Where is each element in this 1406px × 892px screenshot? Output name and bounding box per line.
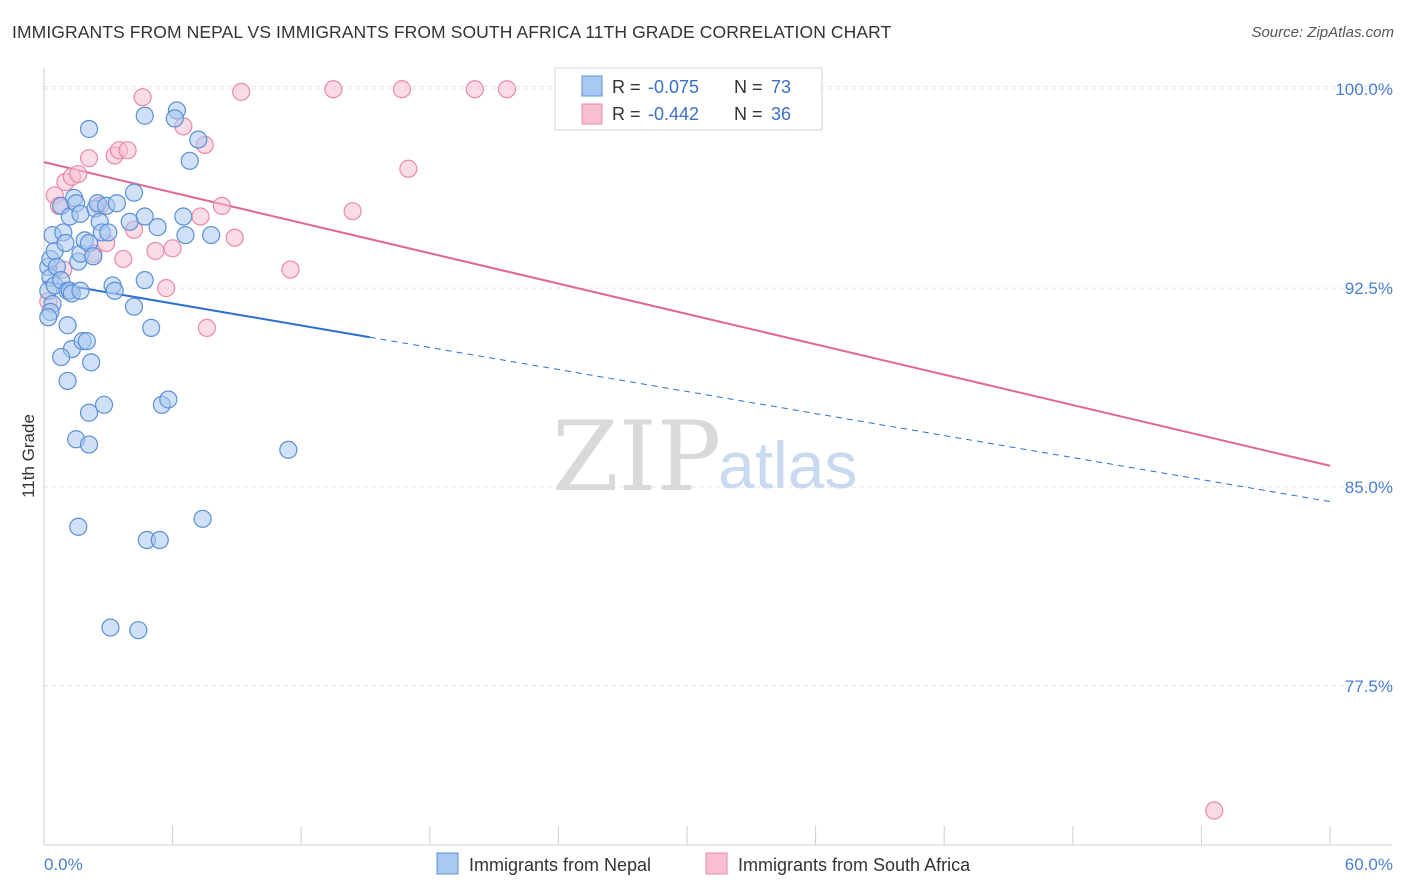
point-nepal <box>58 371 77 391</box>
point-nepal <box>176 225 195 245</box>
y-tick-label: 100.0% <box>1335 80 1393 99</box>
point-south-africa <box>118 141 137 160</box>
y-tick-label: 85.0% <box>1345 478 1393 497</box>
trendlines <box>43 161 1331 503</box>
trendline-south-africa <box>43 161 1331 467</box>
watermark-atlas: atlas <box>718 428 857 502</box>
point-nepal <box>135 271 154 290</box>
point-south-africa <box>232 82 251 101</box>
point-nepal <box>150 530 169 550</box>
point-nepal <box>84 247 103 266</box>
point-nepal <box>69 517 88 536</box>
point-south-africa <box>497 80 517 99</box>
point-nepal <box>56 233 75 253</box>
bottom-legend-label-nepal: Immigrants from Nepal <box>469 855 651 875</box>
point-south-africa <box>146 241 165 261</box>
point-nepal <box>135 106 154 125</box>
y-axis-title: 11th Grade <box>19 414 38 498</box>
legend-r-label-south-africa: R = <box>612 104 641 124</box>
axes <box>43 68 1392 846</box>
point-nepal <box>159 390 178 409</box>
point-south-africa <box>163 239 182 258</box>
point-nepal <box>180 151 199 170</box>
legend-r-value-nepal: -0.075 <box>648 77 699 97</box>
series-legend: Immigrants from Nepal Immigrants from So… <box>436 852 971 875</box>
point-south-africa <box>133 88 152 107</box>
point-south-africa <box>399 159 418 178</box>
bottom-legend-label-south-africa: Immigrants from South Africa <box>738 855 971 875</box>
legend-n-value-nepal: 73 <box>771 77 791 97</box>
point-south-africa <box>191 207 210 226</box>
bottom-legend-swatch-south-africa <box>705 852 728 875</box>
point-nepal <box>165 109 184 128</box>
x-ticks <box>43 826 1331 845</box>
y-tick-label: 92.5% <box>1345 279 1393 298</box>
gridlines <box>44 86 1392 687</box>
point-nepal <box>129 621 148 640</box>
point-south-africa <box>225 228 244 247</box>
legend-r-label-nepal: R = <box>612 77 641 97</box>
chart-title: IMMIGRANTS FROM NEPAL VS IMMIGRANTS FROM… <box>12 22 892 42</box>
trendline-nepal-solid <box>43 280 370 339</box>
watermark: ZIP atlas <box>552 401 857 513</box>
point-nepal <box>124 183 144 202</box>
point-south-africa <box>324 80 343 99</box>
y-tick-labels: 77.5% 85.0% 92.5% 100.0% <box>1335 80 1393 696</box>
point-nepal <box>189 130 208 149</box>
point-south-africa <box>281 260 300 279</box>
point-nepal <box>39 308 58 327</box>
legend-swatch-south-africa <box>581 103 603 125</box>
point-nepal <box>77 332 96 351</box>
point-nepal <box>135 207 154 226</box>
trendline-nepal-dashed <box>369 336 1331 503</box>
point-nepal <box>94 395 114 414</box>
x-tick-label-max: 60.0% <box>1345 855 1393 874</box>
point-nepal <box>202 225 221 245</box>
legend-n-label-nepal: N = <box>734 77 763 97</box>
point-nepal <box>174 207 193 226</box>
point-nepal <box>99 223 118 242</box>
watermark-zip: ZIP <box>552 401 721 513</box>
point-nepal <box>82 353 101 372</box>
point-south-africa <box>343 202 362 221</box>
point-south-africa <box>69 164 88 184</box>
point-nepal <box>105 281 124 300</box>
point-nepal <box>193 509 212 528</box>
point-nepal <box>107 194 126 213</box>
point-south-africa <box>79 149 99 168</box>
point-south-africa <box>157 279 176 298</box>
legend-n-label-south-africa: N = <box>734 104 763 124</box>
point-nepal <box>79 119 99 139</box>
legend-n-value-south-africa: 36 <box>771 104 791 124</box>
point-nepal <box>52 347 71 367</box>
source-credit: Source: ZipAtlas.com <box>1251 24 1394 41</box>
point-nepal <box>71 281 90 300</box>
point-south-africa <box>212 196 231 215</box>
point-nepal <box>101 618 120 637</box>
point-nepal <box>148 218 167 237</box>
point-nepal <box>124 297 144 316</box>
point-south-africa <box>114 249 133 269</box>
bottom-legend-swatch-nepal <box>436 852 459 875</box>
point-south-africa <box>1205 801 1224 820</box>
series-nepal-points <box>39 101 298 640</box>
point-south-africa <box>465 80 484 99</box>
legend-swatch-nepal <box>581 75 603 97</box>
point-nepal <box>142 318 161 337</box>
point-nepal <box>79 403 99 422</box>
point-nepal <box>58 316 77 335</box>
y-tick-label: 77.5% <box>1345 677 1393 696</box>
stats-legend: R = -0.075 N = 73 R = -0.442 N = 36 <box>554 67 823 131</box>
point-south-africa <box>392 80 412 99</box>
point-nepal <box>279 440 298 459</box>
x-tick-label-min: 0.0% <box>44 855 83 874</box>
legend-r-value-south-africa: -0.442 <box>648 104 699 124</box>
point-south-africa <box>197 318 216 337</box>
point-nepal <box>79 435 99 454</box>
